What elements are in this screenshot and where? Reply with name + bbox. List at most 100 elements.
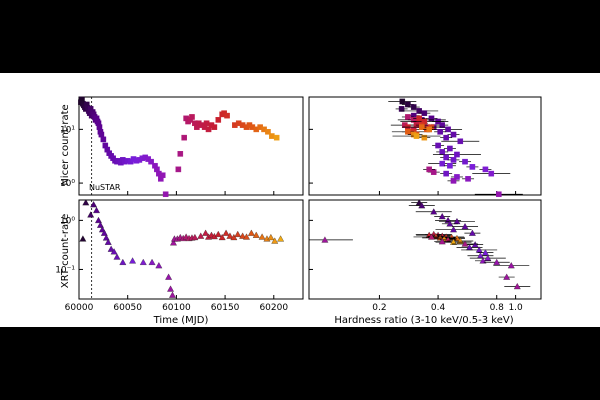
xrt-hr-point — [450, 238, 457, 245]
time-axis-tick-label: 60200 — [259, 303, 288, 313]
xrt-lc-point — [82, 199, 90, 206]
xrt-lc-point — [129, 257, 137, 264]
nicer-lc-point — [269, 133, 275, 139]
xrt-hr-point — [438, 212, 446, 220]
nicer-hr-point — [496, 191, 502, 198]
nicer-lc-point — [96, 124, 103, 130]
xrt-hr-point — [481, 249, 489, 256]
xrt-lc-point — [148, 258, 156, 265]
nicer-hr-point — [428, 115, 435, 122]
nicer-hr-point — [426, 166, 432, 173]
nicer-hr-point — [410, 104, 417, 110]
nicer-hr-point — [426, 126, 432, 133]
xrt-lc-point — [214, 230, 222, 238]
nicer-lc-point — [177, 151, 184, 157]
time-axis-tick-label: 60100 — [162, 303, 191, 313]
nicer-lc-point — [205, 126, 212, 133]
xrt-lc-point — [170, 239, 177, 246]
figure-svg: 60000 60050 60100 60150 60200 0.2 0.4 0.8 1.0 10⁰… — [55, 96, 542, 326]
nicer-axis-tick-label: 10⁰ — [60, 179, 75, 189]
nicer-hr-point — [398, 106, 405, 112]
nicer-hr-point — [405, 129, 411, 135]
nicer-hr-point — [454, 151, 460, 158]
xrt-hr-point — [461, 222, 469, 230]
nicer-hr-point — [488, 170, 495, 177]
xrt-lc-point — [202, 229, 210, 236]
nicer-hr-point — [450, 131, 457, 138]
xrt-lc-point — [102, 234, 110, 241]
nicer-hr-point — [439, 122, 446, 128]
nicer-lc-point — [181, 134, 187, 141]
hardness-x-axis-label: Hardness ratio (3-10 keV/0.5-3 keV) — [334, 315, 513, 326]
xrt-lc-point — [100, 229, 108, 236]
nicer-lc-point — [224, 112, 230, 119]
xrt-lc-point — [234, 230, 242, 238]
xrt-lc-point — [79, 235, 87, 242]
xrt-hr-point — [450, 226, 457, 233]
xrt-hr-point — [415, 199, 423, 206]
panel-frame-nicerHR — [308, 96, 542, 196]
xrt-lc-point — [165, 273, 173, 280]
panel-frame-nicerLC — [78, 96, 304, 196]
nicer-hr-point — [457, 138, 464, 145]
nicer-hr-point — [443, 170, 449, 177]
xrt-lc-point — [222, 229, 230, 236]
nicer-hr-point — [437, 129, 443, 135]
nicer-hr-point — [450, 157, 457, 163]
xrt-lc-point — [139, 258, 147, 265]
xrt-lc-point — [96, 221, 104, 228]
panel-frame-xrtLC — [78, 199, 304, 300]
xrt-lc-point — [230, 233, 238, 241]
nicer-lc-point — [98, 131, 105, 138]
nicer-lc-point — [273, 134, 280, 141]
xrt-lc-point — [226, 232, 234, 239]
nicer-hr-point — [405, 101, 411, 108]
xrt-lc-point — [90, 201, 98, 208]
nicer-hr-point — [447, 162, 453, 169]
nicer-lc-point — [175, 166, 182, 173]
xrt-lc-point — [95, 216, 102, 224]
nicer-hr-point — [462, 158, 468, 165]
nicer-hr-point — [443, 154, 449, 161]
xrt-axis-tick-label: 10⁰ — [60, 216, 75, 226]
hardness-axis-tick-label: 1.0 — [508, 303, 523, 313]
xrt-hr-point — [418, 202, 426, 209]
nicer-hr-point — [421, 110, 428, 116]
xrt-hr-point — [479, 257, 487, 264]
nicer-hr-point — [399, 98, 406, 105]
xrt-hr-point — [503, 273, 511, 280]
xrt-lc-point — [93, 206, 100, 214]
panel-frame-xrtHR — [308, 199, 542, 300]
xrt-lc-point — [104, 238, 112, 245]
xrt-lc-point — [110, 248, 118, 255]
hardness-axis-tick-label: 0.8 — [490, 303, 505, 313]
nicer-hr-point — [419, 124, 425, 130]
xrt-lc-point — [277, 235, 285, 242]
nicer-hr-point — [447, 145, 453, 152]
hardness-axis-tick-label: 0.2 — [372, 303, 386, 313]
xrt-lc-point — [191, 233, 199, 241]
time-axis-tick-label: 60000 — [65, 303, 94, 313]
time-x-axis-label: Time (MJD) — [153, 315, 209, 326]
nicer-lc-point — [265, 129, 271, 135]
nicer-hr-point — [421, 134, 428, 141]
xrt-lc-point — [169, 291, 176, 298]
nicer-hr-point — [435, 142, 441, 149]
xrt-lc-point — [267, 233, 275, 241]
nicer-hr-point — [413, 133, 420, 139]
xrt-hr-point — [507, 262, 515, 269]
xrt-lc-point — [119, 258, 127, 265]
xrt-lc-point — [218, 233, 226, 241]
xrt-axis-tick-label: 10⁻¹ — [55, 265, 75, 275]
xrt-lc-point — [239, 232, 247, 239]
xrt-lc-point — [167, 285, 175, 292]
nicer-lc-point — [162, 191, 169, 198]
xrt-hr-point — [513, 282, 521, 290]
xrt-hr-point — [321, 236, 329, 243]
xrt-hr-point — [446, 220, 454, 227]
nicer-lc-point — [211, 124, 218, 130]
xrt-lc-point — [243, 233, 250, 240]
nicer-hr-point — [482, 166, 489, 173]
nicer-y-axis-label: Nicer count-rate — [60, 104, 71, 185]
